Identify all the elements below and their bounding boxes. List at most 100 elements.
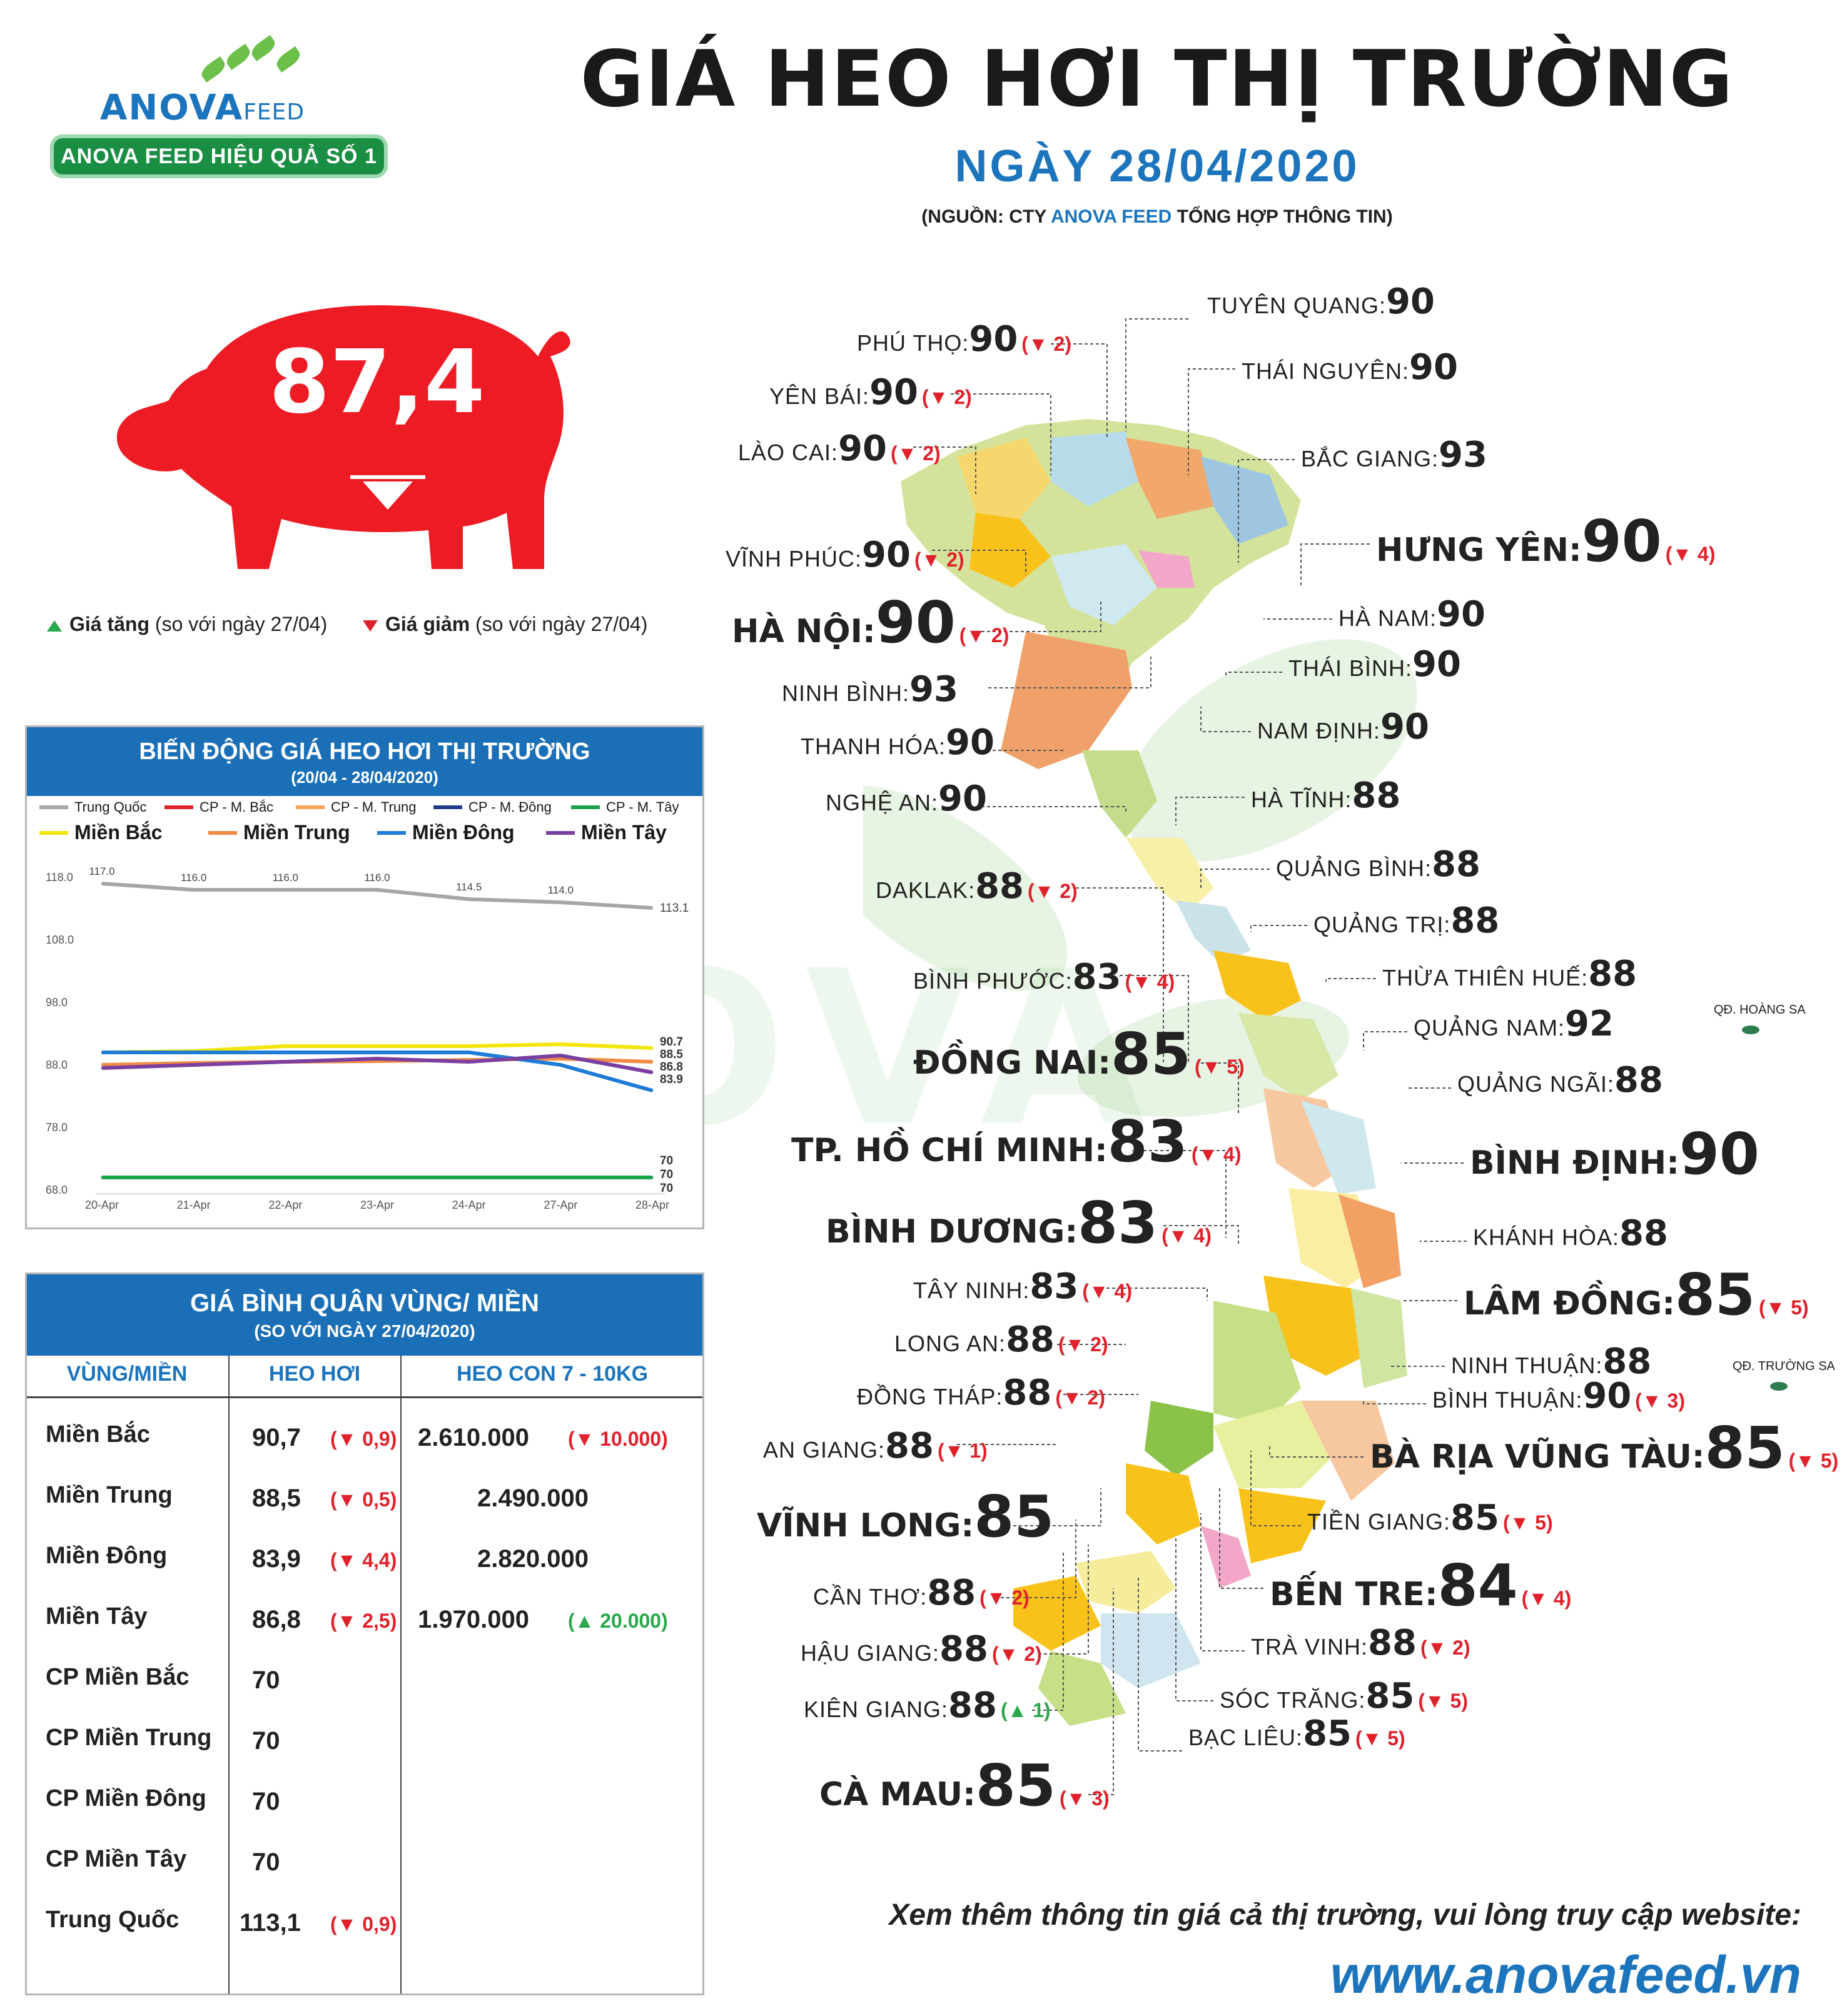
province-price: 88: [1588, 954, 1637, 994]
province-change: (▼ 2): [1420, 1636, 1470, 1659]
end-value-label: 90.7: [660, 1036, 683, 1049]
triangle-down-icon: [363, 620, 378, 632]
data-point: [651, 1176, 654, 1179]
province-change: (▼ 4): [1191, 1143, 1242, 1166]
data-point: [651, 1047, 654, 1049]
province-label: NAM ĐỊNH:90: [1257, 710, 1429, 745]
province-label: HÀ NAM:90: [1338, 597, 1485, 632]
legend-item: Trung Quốc: [39, 799, 146, 815]
price-trend-chart-panel: BIẾN ĐỘNG GIÁ HEO HƠI THỊ TRƯỜNG (20/04 …: [25, 725, 704, 1229]
province-label: NGHỆ AN:90: [826, 782, 987, 817]
province-change: (▼ 2): [991, 1643, 1042, 1665]
province-price: 90: [869, 372, 918, 413]
table-cell-live-price: 83,9: [252, 1545, 301, 1573]
legend-item: Miền Tây: [546, 821, 667, 844]
data-point: [376, 889, 378, 891]
province-name: ĐỒNG THÁP:: [857, 1384, 1003, 1409]
province-label: SÓC TRĂNG:85 (▼ 5): [1220, 1679, 1468, 1714]
province-label: CẦN THƠ:88 (▼ 2): [813, 1576, 1030, 1611]
province-change: (▼ 4): [1521, 1587, 1572, 1610]
data-point: [468, 1061, 470, 1063]
province-change: (▼ 2): [922, 386, 972, 408]
province-name: QUẢNG NGÃI:: [1457, 1071, 1615, 1097]
data-point: [284, 889, 286, 891]
y-tick-label: 68.0: [46, 1184, 68, 1196]
province-name: TUYÊN QUANG:: [1207, 293, 1387, 318]
province-change: (▼ 2): [914, 548, 964, 571]
data-label: 113.1: [660, 902, 689, 915]
data-point: [101, 1176, 103, 1179]
province-name: YÊN BÁI:: [769, 383, 870, 409]
data-point: [101, 882, 103, 885]
data-point: [193, 1064, 195, 1066]
province-label: HƯNG YÊN:90 (▼ 4): [1376, 513, 1715, 570]
province-change: (▼ 2): [1021, 333, 1071, 355]
province-price: 88: [1006, 1319, 1055, 1360]
data-point: [376, 1060, 378, 1062]
data-label: 114.5: [456, 881, 482, 893]
table-cell-region: Trung Quốc: [46, 1907, 180, 1933]
data-point: [376, 1057, 378, 1060]
table-cell-piglet-price: 2.610.000: [418, 1424, 529, 1451]
province-price: 90: [862, 535, 911, 575]
province-price: 90: [1437, 594, 1485, 635]
province-label: DAKLAK:88 (▼ 2): [876, 869, 1078, 904]
chart-title: BIẾN ĐỘNG GIÁ HEO HƠI THỊ TRƯỜNG: [139, 738, 590, 765]
province-label: BÌNH THUẬN:90 (▼ 3): [1432, 1379, 1685, 1414]
data-label: 117.0: [89, 865, 114, 877]
province-name: NAM ĐỊNH:: [1257, 718, 1380, 743]
province-name: BÀ RỊA VŨNG TÀU:: [1370, 1438, 1705, 1476]
province-label: THÁI NGUYÊN:90: [1242, 350, 1458, 385]
province-price: 88: [939, 1629, 988, 1670]
province-change: (▼ 5): [1418, 1690, 1468, 1712]
province-price: 85: [1450, 1498, 1499, 1538]
province-name: TP. HỒ CHÍ MINH:: [791, 1132, 1108, 1169]
page-title: GIÁ HEO HƠI THỊ TRƯỜNG: [580, 34, 1734, 124]
province-price: 85: [1365, 1676, 1415, 1716]
province-change: (▼ 5): [1502, 1511, 1553, 1534]
data-point: [559, 1176, 562, 1179]
province-price: 84: [1437, 1552, 1518, 1619]
y-tick-label: 78.0: [46, 1121, 68, 1134]
province-price: 85: [975, 1752, 1056, 1819]
data-point: [559, 901, 562, 904]
province-label: QUẢNG BÌNH:88: [1276, 847, 1480, 882]
col-header-piglet: HEO CON 7 - 10KG: [456, 1362, 649, 1386]
data-point: [559, 1054, 562, 1057]
province-label: VĨNH LONG:85: [757, 1488, 1054, 1546]
province-name: BÌNH THUẬN:: [1432, 1387, 1583, 1413]
province-label: NINH THUẬN:88: [1451, 1344, 1651, 1379]
province-label: BÌNH PHƯỚC:83 (▼ 4): [913, 960, 1175, 995]
legend-price-up: Giá tăng (so với ngày 27/04): [47, 613, 327, 636]
end-value-label: 86.8: [660, 1061, 683, 1074]
end-value-label: 70: [660, 1182, 673, 1195]
province-price: 90: [1386, 281, 1435, 322]
province-name: BÌNH DƯƠNG:: [826, 1213, 1078, 1251]
province-name: THÁI NGUYÊN:: [1242, 358, 1410, 384]
data-label: 114.0: [548, 884, 574, 896]
x-tick-label: 27-Apr: [544, 1199, 577, 1211]
anova-logo[interactable]: ANOVAFEED ANOVA FEED HIỆU QUẢ SỐ 1: [38, 34, 400, 194]
province-price: 90: [1412, 644, 1461, 685]
province-label: VĨNH PHÚC:90 (▼ 2): [726, 538, 964, 573]
leaf-icon: [198, 56, 228, 83]
province-price: 92: [1565, 1004, 1614, 1044]
table-cell-live-change: (▼ 0,5): [330, 1488, 397, 1511]
province-price: 88: [948, 1685, 997, 1726]
province-label: BÌNH DƯƠNG:83 (▼ 4): [826, 1194, 1212, 1252]
province-name: BẾN TRE:: [1270, 1576, 1438, 1613]
province-label: AN GIANG:88 (▼ 1): [763, 1429, 988, 1464]
website-link[interactable]: www.anovafeed.vn: [1330, 1945, 1801, 2004]
legend-swatch: [433, 805, 462, 809]
province-price: 83: [1072, 957, 1121, 997]
province-change: (▼ 4): [1125, 970, 1175, 993]
province-name: PHÚ THỌ:: [857, 330, 969, 356]
data-point: [468, 1051, 470, 1054]
province-label: HÀ TĨNH:88: [1251, 779, 1400, 814]
data-point: [651, 1061, 654, 1063]
province-label: THANH HÓA:90: [801, 725, 994, 760]
legend-label: CP - M. Bắc: [200, 799, 274, 815]
province-price: 90: [969, 319, 1018, 360]
province-name: LONG AN:: [894, 1331, 1006, 1356]
province-label: ĐỒNG THÁP:88 (▼ 2): [857, 1376, 1105, 1411]
